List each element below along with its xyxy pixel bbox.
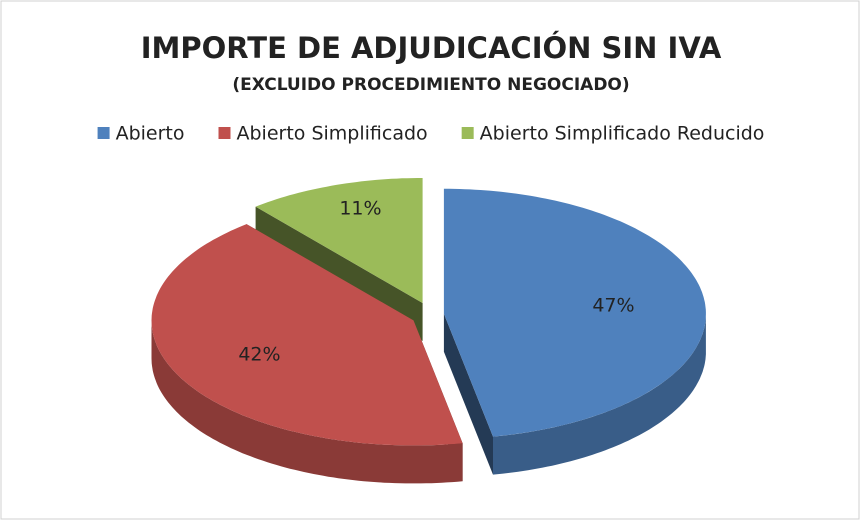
legend-label: Abierto <box>116 123 185 145</box>
legend-item: Abierto <box>97 123 185 145</box>
data-label: 47% <box>592 295 634 317</box>
legend-swatch <box>461 127 474 139</box>
pie-slice <box>443 188 706 437</box>
pie-slice <box>151 224 463 446</box>
legend-swatch <box>218 127 231 139</box>
legend-item: Abierto Simplificado Reducido <box>461 123 765 145</box>
chart-title: IMPORTE DE ADJUDICACIÓN SIN IVA <box>141 31 722 65</box>
data-label: 42% <box>238 344 280 366</box>
legend-item: Abierto Simplificado <box>218 123 428 145</box>
legend-label: Abierto Simplificado <box>237 123 428 145</box>
legend-label: Abierto Simplificado Reducido <box>480 123 765 145</box>
chart-subtitle: (EXCLUIDO PROCEDIMIENTO NEGOCIADO) <box>232 75 629 95</box>
slice-side <box>493 313 706 475</box>
pie-tops <box>151 178 706 446</box>
slice-side <box>151 320 463 484</box>
pie-slice <box>255 178 423 303</box>
data-label: 11% <box>339 197 381 219</box>
legend-swatch <box>97 127 110 139</box>
slice-cut-face <box>443 313 493 475</box>
